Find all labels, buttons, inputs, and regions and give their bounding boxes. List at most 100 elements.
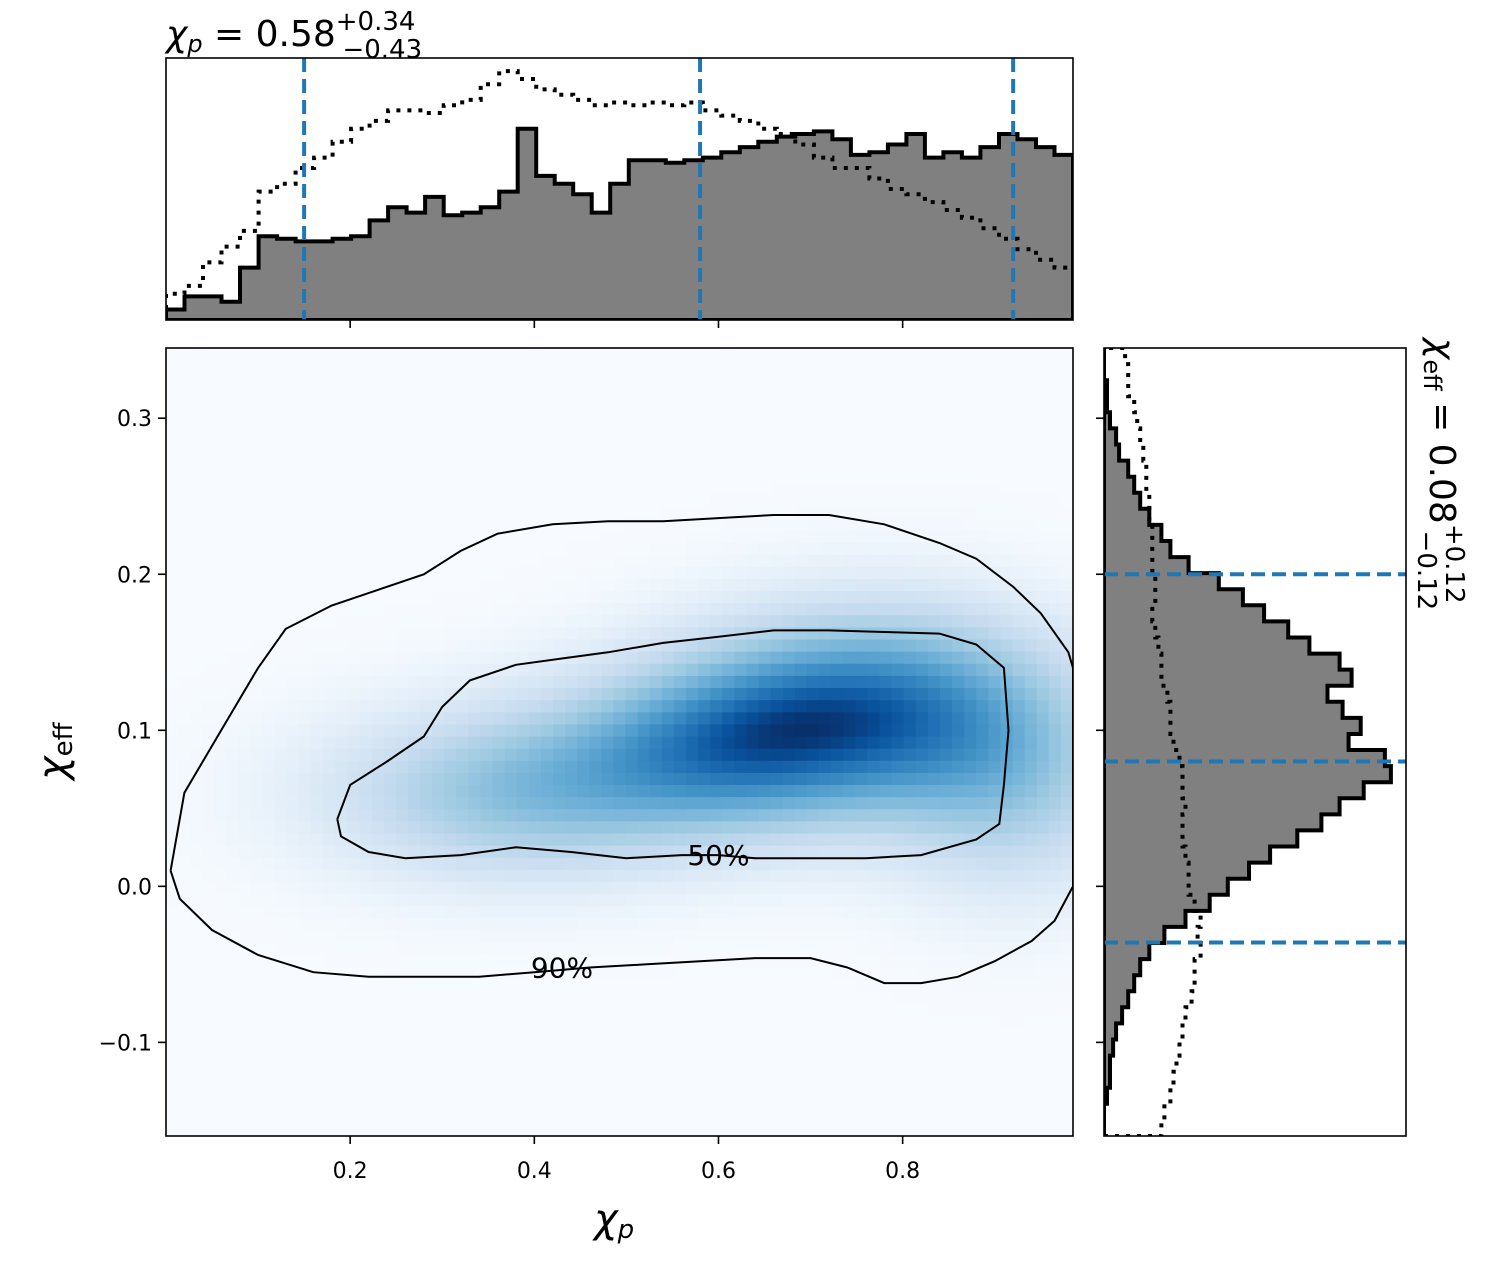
heatmap-cell [190, 881, 203, 895]
heatmap-cell [286, 845, 300, 858]
heatmap-cell [794, 469, 808, 482]
heatmap-cell [758, 517, 772, 531]
heatmap-cell [952, 954, 965, 967]
heatmap-cell [722, 408, 735, 422]
heatmap-cell [613, 1087, 627, 1101]
heatmap-cell [166, 735, 179, 749]
heatmap-cell [456, 978, 469, 992]
heatmap-cell [190, 566, 203, 579]
heatmap-cell [480, 893, 494, 907]
heatmap-cell [444, 626, 457, 640]
heatmap-cell [952, 590, 965, 604]
heatmap-cell [552, 942, 566, 955]
heatmap-cell [214, 942, 228, 955]
heatmap-cell [383, 469, 397, 482]
heatmap-cell [867, 432, 881, 446]
heatmap-cell [782, 638, 796, 652]
heatmap-cell [407, 638, 421, 652]
heatmap-cell [286, 675, 300, 689]
heatmap-cell [468, 760, 482, 773]
heatmap-cell [347, 675, 361, 689]
heatmap-cell [831, 481, 844, 495]
heatmap-cell [976, 820, 989, 834]
heatmap-cell [903, 505, 917, 519]
heatmap-cell [1024, 723, 1038, 737]
heatmap-cell [964, 1039, 977, 1052]
heatmap-cell [903, 1111, 917, 1125]
y-tick-label: 0.3 [117, 407, 152, 432]
heatmap-cell [347, 1063, 361, 1076]
heatmap-cell [552, 1014, 566, 1028]
heatmap-cell [444, 881, 457, 895]
heatmap-cell [686, 554, 699, 567]
heatmap-cell [613, 626, 627, 640]
heatmap-cell [226, 1051, 240, 1064]
heatmap-cell [988, 711, 1002, 725]
heatmap-cell [625, 760, 639, 773]
heatmap-cell [637, 457, 651, 470]
heatmap-cell [625, 541, 639, 555]
heatmap-cell [323, 505, 336, 519]
heatmap-cell [867, 663, 881, 676]
heatmap-cell [1000, 517, 1014, 531]
heatmap-cell [286, 602, 300, 616]
heatmap-cell [347, 796, 361, 810]
heatmap-cell [758, 444, 772, 458]
heatmap-cell [262, 614, 276, 628]
heatmap-cell [274, 990, 288, 1004]
heatmap-cell [927, 396, 941, 410]
heatmap-cell [939, 978, 953, 992]
heatmap-cell [843, 566, 856, 579]
heatmap-cell [299, 1123, 312, 1136]
heatmap-cell [468, 1075, 482, 1089]
heatmap-cell [601, 626, 615, 640]
heatmap-cell [528, 687, 542, 701]
heatmap-cell [335, 675, 348, 689]
heatmap-cell [746, 881, 760, 895]
heatmap-cell [939, 348, 953, 361]
heatmap-cell [988, 857, 1002, 870]
heatmap-cell [988, 784, 1002, 798]
heatmap-cell [625, 905, 639, 919]
heatmap-cell [1060, 1039, 1073, 1052]
heatmap-cell [698, 590, 711, 604]
heatmap-cell [879, 978, 893, 992]
heatmap-cell [831, 966, 844, 979]
heatmap-cell [661, 505, 675, 519]
heatmap-cell [589, 1087, 602, 1101]
heatmap-cell [867, 493, 881, 507]
heatmap-cell [311, 735, 324, 749]
heatmap-cell [806, 505, 820, 519]
heatmap-cell [613, 602, 627, 616]
heatmap-cell [528, 820, 542, 834]
heatmap-cell [323, 1123, 336, 1136]
heatmap-cell [625, 1063, 639, 1076]
heatmap-cell [226, 1002, 240, 1016]
heatmap-cell [166, 638, 179, 652]
heatmap-cell [166, 917, 179, 931]
heatmap-cell [613, 905, 627, 919]
heatmap-cell [589, 348, 602, 361]
heatmap-cell [226, 651, 240, 664]
heatmap-cell [758, 832, 772, 846]
heatmap-cell [504, 444, 518, 458]
heatmap-cell [601, 541, 615, 555]
heatmap-cell [831, 469, 844, 482]
heatmap-cell [976, 723, 989, 737]
heatmap-cell [927, 1111, 941, 1125]
heatmap-cell [625, 942, 639, 955]
heatmap-cell [915, 1039, 929, 1052]
heatmap-cell [250, 348, 264, 361]
heatmap-cell [335, 978, 348, 992]
heatmap-cell [577, 614, 590, 628]
heatmap-cell [262, 857, 276, 870]
heatmap-cell [927, 432, 941, 446]
heatmap-cell [299, 360, 312, 373]
heatmap-cell [589, 978, 602, 992]
heatmap-cell [286, 372, 300, 385]
heatmap-cell [311, 893, 324, 907]
heatmap-cell [649, 469, 663, 482]
heatmap-cell [444, 820, 457, 834]
heatmap-cell [480, 929, 494, 943]
heatmap-cell [202, 966, 215, 979]
